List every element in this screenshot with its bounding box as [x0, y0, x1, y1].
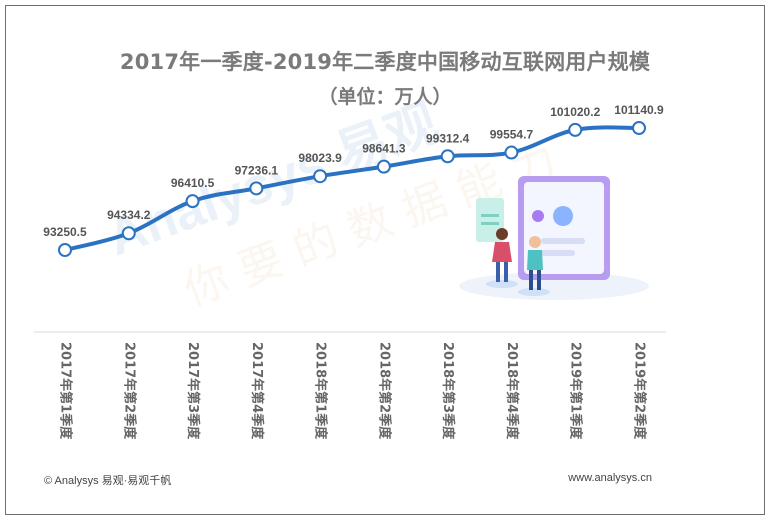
illustration-person-legs [496, 262, 500, 282]
x-tick-label: 2017年第4季度 [249, 342, 265, 440]
illustration-person-body [492, 242, 512, 262]
data-label: 94334.2 [107, 208, 151, 222]
chart-title: 2017年一季度-2019年二季度中国移动互联网用户规模 [119, 50, 651, 74]
chart-subtitle: （单位：万人） [318, 86, 452, 108]
illustration-person-legs [504, 262, 508, 282]
series-layer [58, 121, 646, 257]
x-tick-label: 2018年第1季度 [313, 342, 329, 440]
x-tick-label: 2017年第3季度 [185, 342, 201, 440]
data-point[interactable] [249, 181, 264, 196]
illustration-person-legs [529, 270, 533, 290]
illustration-person-head [529, 236, 541, 248]
illustration-screen-line [541, 238, 585, 244]
data-label: 99312.4 [426, 131, 470, 145]
x-tick-label: 2018年第3季度 [440, 342, 456, 440]
illustration-person-legs [537, 270, 541, 290]
x-tick-label: 2018年第4季度 [504, 342, 520, 440]
footer-website: www.analysys.cn [568, 472, 652, 484]
x-tick-label: 2017年第1季度 [58, 342, 74, 440]
data-point[interactable] [504, 145, 519, 160]
illustration-card-line [481, 222, 499, 225]
chart-frame: 2017年一季度-2019年二季度中国移动互联网用户规模 （单位：万人） Ana… [5, 5, 765, 515]
data-label: 101020.2 [550, 105, 600, 119]
data-point[interactable] [376, 159, 391, 174]
x-tick-label: 2019年第1季度 [568, 342, 584, 440]
data-labels: 93250.5 94334.2 96410.5 97236.1 98023.9 98641… [43, 103, 664, 239]
data-label: 99554.7 [490, 128, 534, 142]
data-label: 93250.5 [43, 225, 87, 239]
data-label: 97236.1 [235, 163, 279, 177]
data-label: 98641.3 [362, 142, 406, 156]
data-label: 98023.9 [298, 151, 342, 165]
data-point[interactable] [58, 243, 72, 257]
data-point[interactable] [185, 194, 200, 209]
data-point[interactable] [632, 121, 646, 135]
illustration-check-badge [532, 210, 544, 222]
series-line [63, 125, 641, 252]
data-point[interactable] [568, 122, 583, 137]
x-tick-labels: 2017年第1季度 2017年第2季度 2017年第3季度 2017年第4季度 2018… [58, 342, 648, 440]
illustration [459, 176, 649, 300]
x-tick-label: 2018年第2季度 [376, 342, 392, 440]
illustration-person-head [496, 228, 508, 240]
x-tick-label: 2019年第2季度 [632, 342, 648, 440]
illustration-avatar [553, 206, 573, 226]
x-tick-label: 2017年第2季度 [121, 342, 137, 440]
illustration-base [518, 288, 550, 296]
illustration-screen-line [541, 250, 575, 256]
data-label: 96410.5 [171, 176, 215, 190]
line-chart: Analysys 易观 你要的数据能力 [34, 94, 666, 440]
illustration-person-body [527, 250, 543, 270]
data-point[interactable] [121, 226, 136, 241]
illustration-base [486, 280, 518, 288]
data-point[interactable] [440, 149, 455, 164]
data-point[interactable] [313, 169, 328, 184]
illustration-card-line [481, 214, 499, 217]
footer-copyright: © Analysys 易观·易观千帆 [44, 475, 172, 487]
data-label: 101140.9 [614, 103, 664, 117]
